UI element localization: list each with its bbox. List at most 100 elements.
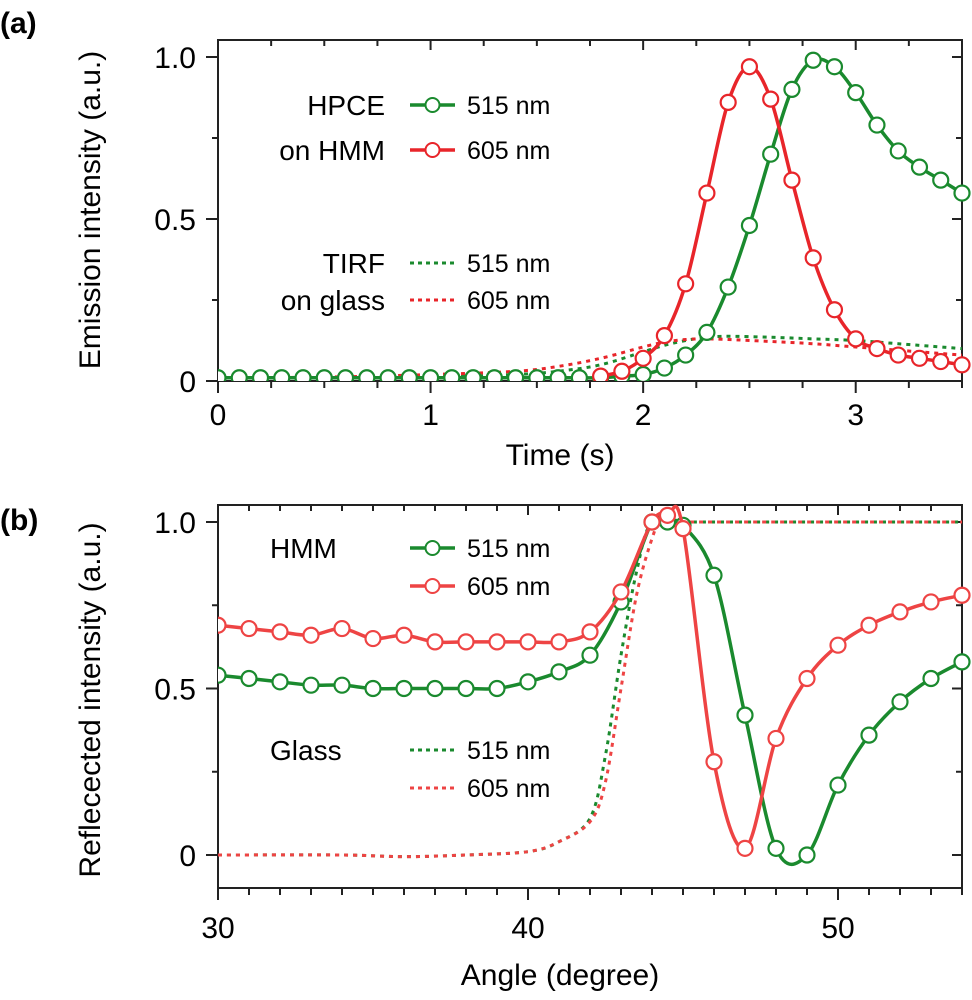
data-point xyxy=(395,679,413,698)
data-point xyxy=(581,646,599,664)
panel-label: (a) xyxy=(0,7,37,40)
x-axis-title: Time (s) xyxy=(506,439,615,472)
legend-entry-label: 515 nm xyxy=(467,250,550,278)
data-point xyxy=(677,346,695,364)
legend-group-label: HMM xyxy=(270,533,337,564)
series-line xyxy=(218,504,963,851)
data-point xyxy=(767,839,785,857)
legend-entry-label: 605 nm xyxy=(467,137,550,165)
data-point xyxy=(251,369,270,381)
data-point xyxy=(613,362,631,380)
data-point xyxy=(868,116,886,134)
data-point xyxy=(719,93,737,111)
legend: HPCE on HMM 515 nm 605 nm TIRF on glass 515 nm… xyxy=(279,90,550,316)
data-point xyxy=(302,676,320,694)
data-point xyxy=(426,633,444,651)
legend: HMM 515 nm 605 nm Glass 515 nm 605 nm xyxy=(270,533,550,803)
legend-swatch-marker xyxy=(424,578,441,594)
data-point xyxy=(336,369,355,381)
data-point xyxy=(519,633,537,651)
data-point xyxy=(783,171,801,189)
legend-entry-label: 515 nm xyxy=(467,535,550,563)
data-point xyxy=(315,369,333,381)
data-point xyxy=(302,626,320,644)
data-point xyxy=(889,142,907,160)
data-point xyxy=(953,653,971,671)
data-point xyxy=(464,369,482,381)
legend-group-label: on HMM xyxy=(279,135,385,166)
legend-group-label: on glass xyxy=(281,285,385,316)
data-point xyxy=(847,84,865,102)
data-point xyxy=(364,629,382,648)
x-axis-title: Angle (degree) xyxy=(461,959,659,992)
data-point xyxy=(922,593,940,611)
data-point xyxy=(719,278,737,296)
series-line xyxy=(218,337,963,380)
data-point xyxy=(549,369,567,381)
data-point xyxy=(953,586,971,604)
data-point xyxy=(804,51,822,69)
data-point xyxy=(550,663,568,681)
data-point xyxy=(443,369,461,381)
data-point xyxy=(230,369,248,381)
data-point xyxy=(798,846,816,864)
data-point xyxy=(825,58,844,76)
data-point xyxy=(910,158,929,176)
data-point xyxy=(740,216,759,235)
legend-entry-label: 515 nm xyxy=(467,737,550,765)
series-hmm-605-nm xyxy=(218,504,971,857)
data-point xyxy=(519,673,537,691)
legend-group-label: Glass xyxy=(270,735,342,766)
data-point xyxy=(218,666,227,684)
x-tick-label: 30 xyxy=(201,912,234,945)
y-tick-label: 0.5 xyxy=(154,674,196,707)
data-point xyxy=(798,669,816,688)
legend-entry-label: 605 nm xyxy=(467,287,550,315)
y-axis-title: Emission intensity (a.u.) xyxy=(74,51,107,369)
data-point xyxy=(891,603,909,621)
series-glass-605-nm xyxy=(218,519,962,859)
data-point xyxy=(868,340,886,358)
data-point xyxy=(829,636,847,654)
panel-b: (b) 30 40 50 0 0.5 1.0 Angle (degree) Reflececte… xyxy=(0,504,971,992)
data-point xyxy=(218,616,227,634)
data-point xyxy=(550,633,568,651)
x-tick-label: 3 xyxy=(847,399,864,432)
data-point xyxy=(581,623,599,641)
series-line xyxy=(218,519,962,859)
data-point xyxy=(932,352,950,371)
data-point xyxy=(932,171,950,189)
panel-a: (a) 0 1 2 3 0 0.5 1.0 Time (s) Emission intensity… xyxy=(0,7,971,472)
data-point xyxy=(271,623,289,641)
data-point xyxy=(825,301,844,319)
data-point xyxy=(658,506,677,524)
data-point xyxy=(674,520,692,538)
x-tick-label: 40 xyxy=(511,912,544,945)
series-line xyxy=(218,516,962,859)
legend-entry-label: 515 nm xyxy=(467,92,550,120)
data-point xyxy=(488,633,506,651)
data-point xyxy=(457,679,475,698)
data-point xyxy=(705,566,723,584)
data-point xyxy=(677,275,695,293)
data-point xyxy=(488,679,506,698)
x-tick-label: 50 xyxy=(821,912,854,945)
legend-group-label: HPCE xyxy=(307,90,385,121)
data-point xyxy=(271,673,289,691)
data-point xyxy=(698,323,716,341)
panel-label: (b) xyxy=(0,504,38,537)
data-point xyxy=(218,369,227,381)
data-point xyxy=(740,58,759,76)
data-point xyxy=(891,693,909,711)
data-point xyxy=(400,369,418,381)
y-tick-label: 0 xyxy=(179,366,196,399)
legend-entry-label: 605 nm xyxy=(467,775,550,803)
data-point xyxy=(570,369,588,381)
data-point xyxy=(847,330,865,348)
data-point xyxy=(395,626,413,644)
data-point xyxy=(507,369,525,381)
x-tick-label: 1 xyxy=(422,399,439,432)
data-point xyxy=(736,839,754,857)
data-point xyxy=(762,145,780,163)
